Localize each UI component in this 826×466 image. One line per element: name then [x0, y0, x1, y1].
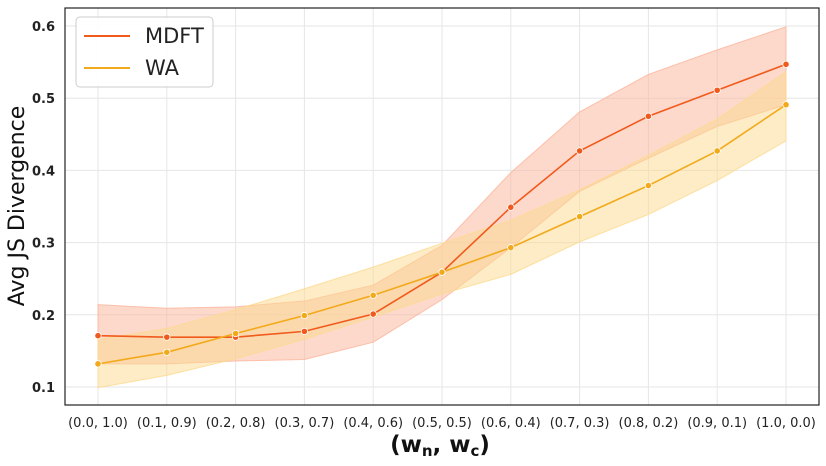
- x-axis-title-sub-c: c: [471, 442, 480, 460]
- point-wa: [782, 101, 790, 109]
- legend-label-mdft: MDFT: [145, 24, 204, 48]
- x-tick-label: (0.7, 0.3): [550, 416, 610, 431]
- point-wa: [94, 360, 102, 368]
- band-wa: [97, 70, 787, 389]
- point-wa: [232, 329, 240, 338]
- x-axis-title: (wn, wc): [390, 432, 490, 460]
- series-points: [94, 60, 790, 368]
- x-axis-title-sub-n: n: [422, 442, 433, 460]
- x-tick-label: (0.1, 0.9): [137, 416, 197, 431]
- y-tick-label: 0.1: [32, 381, 55, 396]
- point-wa: [575, 213, 584, 221]
- point-wa: [163, 348, 171, 356]
- legend-box: [75, 16, 214, 88]
- point-mdft: [644, 112, 653, 120]
- x-tick-label: (0.2, 0.8): [206, 416, 266, 431]
- point-wa: [644, 181, 653, 190]
- y-axis-ticks: 0.1 0.2 0.3 0.4 0.5 0.6: [32, 20, 55, 396]
- point-mdft: [575, 147, 584, 155]
- x-tick-label: (0.0, 1.0): [68, 416, 128, 431]
- legend: MDFT WA: [75, 16, 214, 88]
- point-mdft: [300, 327, 308, 335]
- point-wa: [507, 244, 515, 252]
- point-wa: [438, 268, 446, 276]
- point-mdft: [163, 333, 171, 341]
- x-tick-label: (0.9, 0.1): [687, 416, 747, 431]
- y-axis-title: Avg JS Divergence: [5, 106, 30, 307]
- x-tick-label: (0.3, 0.7): [275, 416, 335, 431]
- x-tick-label: (0.5, 0.5): [412, 416, 472, 431]
- y-tick-label: 0.5: [32, 92, 55, 107]
- x-axis-title-sep: , w: [433, 432, 471, 458]
- y-tick-label: 0.4: [32, 164, 55, 179]
- legend-label-wa: WA: [145, 56, 180, 80]
- x-tick-label: (0.6, 0.4): [481, 416, 541, 431]
- point-mdft: [94, 332, 102, 340]
- y-tick-label: 0.2: [32, 309, 55, 324]
- plot-frame: [64, 7, 820, 406]
- y-tick-label: 0.6: [32, 20, 55, 35]
- point-wa: [713, 147, 721, 155]
- y-tick-label: 0.3: [32, 237, 55, 252]
- x-axis-ticks: (0.0, 1.0) (0.1, 0.9) (0.2, 0.8) (0.3, 0.7)…: [68, 416, 816, 431]
- point-mdft: [369, 310, 377, 318]
- x-tick-label: (0.8, 0.2): [619, 416, 679, 431]
- x-axis-title-open: (w: [390, 432, 422, 458]
- x-tick-label: (0.4, 0.6): [343, 416, 403, 431]
- point-mdft: [782, 60, 790, 68]
- point-wa: [369, 291, 377, 299]
- point-wa: [300, 311, 308, 320]
- x-axis-title-close: ): [479, 432, 490, 458]
- point-mdft: [713, 86, 721, 94]
- point-mdft: [507, 203, 515, 211]
- x-tick-label: (1.0, 0.0): [756, 416, 816, 431]
